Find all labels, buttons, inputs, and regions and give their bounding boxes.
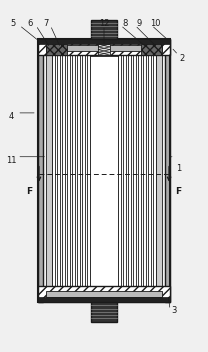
Text: F: F <box>175 187 181 196</box>
Text: 9: 9 <box>136 19 142 28</box>
Bar <box>98 44 110 55</box>
Bar <box>90 302 118 321</box>
Text: 8: 8 <box>122 19 127 28</box>
Text: F: F <box>27 187 33 196</box>
Bar <box>38 39 170 302</box>
Bar <box>165 39 170 302</box>
Text: 5: 5 <box>10 19 16 28</box>
Bar <box>38 297 170 302</box>
Bar <box>46 44 52 297</box>
Bar <box>46 44 67 55</box>
Text: 10: 10 <box>150 19 161 28</box>
Bar <box>46 291 162 297</box>
Bar <box>52 51 156 291</box>
Bar <box>89 51 119 291</box>
Bar <box>38 39 43 302</box>
Text: 12: 12 <box>99 19 109 28</box>
Bar <box>46 44 162 51</box>
Bar <box>38 39 170 55</box>
Text: 2: 2 <box>180 54 185 63</box>
Text: 6: 6 <box>27 19 32 28</box>
Text: 7: 7 <box>43 19 49 28</box>
Bar <box>90 20 118 39</box>
Bar <box>38 287 170 302</box>
Bar <box>156 44 162 297</box>
Text: 3: 3 <box>172 307 177 315</box>
Bar <box>141 44 162 55</box>
Text: 1: 1 <box>176 164 181 174</box>
Text: 11: 11 <box>6 156 16 165</box>
Text: 4: 4 <box>8 112 14 121</box>
Bar <box>38 39 170 44</box>
